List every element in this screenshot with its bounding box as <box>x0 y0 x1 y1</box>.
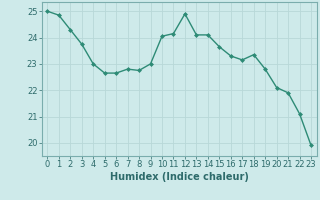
X-axis label: Humidex (Indice chaleur): Humidex (Indice chaleur) <box>110 172 249 182</box>
